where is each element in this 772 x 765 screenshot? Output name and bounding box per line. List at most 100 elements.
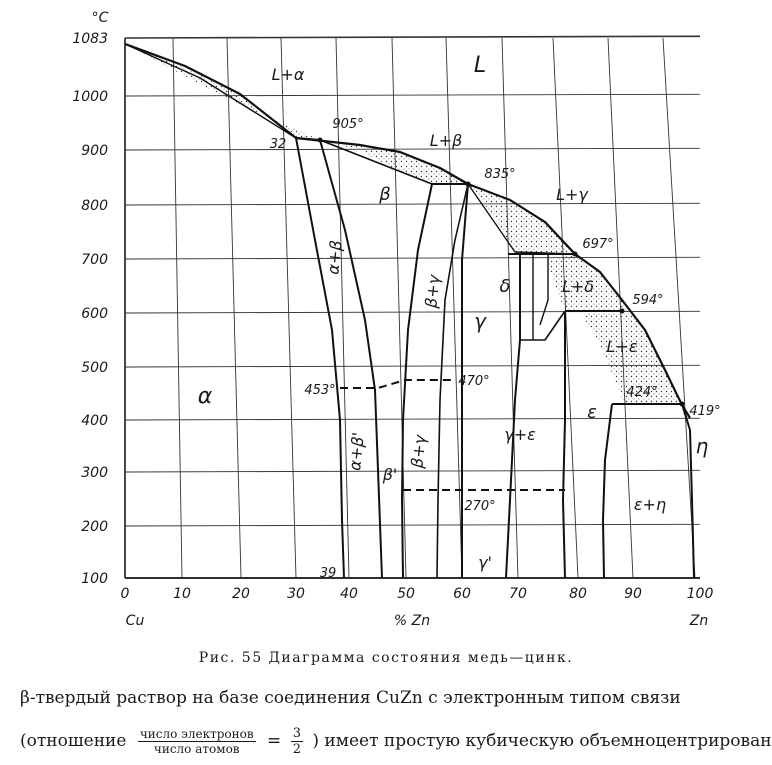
y-tick-label: 300 xyxy=(81,465,108,481)
grid-lines xyxy=(124,35,701,579)
y-tick-label: 400 xyxy=(81,413,108,429)
delta-eutectoid xyxy=(520,310,566,341)
fraction-numerator: число электронов xyxy=(137,727,256,742)
phase-labels: L L+α L+β L+γ L+δ L+ε α β γδ ε η α+β β+γ α+β' β+γ β' γ+ε… xyxy=(198,53,721,581)
y-tick-label: 1000 xyxy=(72,89,108,105)
temperature-label: 470° xyxy=(458,374,489,389)
cu-zn-phase-diagram: 100 200 300 400 500 600 700 800 900 1000 1083 0 10 20… xyxy=(72,10,721,629)
key-point xyxy=(572,251,578,257)
dotted-region xyxy=(468,184,575,254)
peritectic-905 xyxy=(295,137,321,141)
key-point xyxy=(317,137,323,143)
horizontal-grid-line xyxy=(124,364,701,368)
phase-label: ε+η xyxy=(634,495,666,514)
epsilon-right xyxy=(602,403,613,579)
key-point xyxy=(619,308,625,314)
y-tick-label: 100 xyxy=(81,571,108,587)
horizontal-grid-line xyxy=(124,469,701,473)
body-text-line-1: β-твердый раствор на базе соединения CuZ… xyxy=(20,688,681,708)
phase-label: L+β xyxy=(430,131,463,150)
horizontal-grid-line xyxy=(124,35,701,39)
vertical-grid-line xyxy=(335,37,350,579)
ratio-denominator: 2 xyxy=(292,742,301,757)
dotted-region xyxy=(582,300,682,405)
dotted-region xyxy=(320,140,468,184)
electron-ratio-fraction: число электронов число атомов xyxy=(137,727,256,756)
vertical-grid-line xyxy=(445,37,463,579)
x-tick-label: 40 xyxy=(340,586,358,602)
epsilon-left xyxy=(562,311,566,579)
x-tick-label: 20 xyxy=(232,586,250,602)
temperature-label: 32 xyxy=(270,137,287,152)
solidus-alpha xyxy=(124,43,297,139)
phase-boundary-curves xyxy=(124,42,695,579)
phase-label: L+γ xyxy=(556,185,589,204)
y-tick-label: 700 xyxy=(81,252,108,268)
phase-label: L+α xyxy=(272,65,305,84)
key-point xyxy=(465,181,471,187)
phase-label: α+β' xyxy=(345,431,368,471)
temperature-label: 424° xyxy=(626,385,657,400)
horizontal-grid-line xyxy=(124,202,701,206)
phase-label: β+γ xyxy=(421,272,444,309)
x-tick-label: 100 xyxy=(687,586,714,602)
temperature-label: 697° xyxy=(582,237,613,252)
horizontal-grid-line xyxy=(124,93,701,97)
dotted-region xyxy=(548,254,622,311)
three-halves-fraction: 3 2 xyxy=(290,726,303,757)
phase-label: β xyxy=(378,184,391,205)
two-phase-regions xyxy=(125,44,690,418)
beta-gamma-left xyxy=(436,183,469,579)
y-tick-label: 1083 xyxy=(72,31,108,47)
horizontal-grid-line xyxy=(124,417,701,421)
x-tick-label: 60 xyxy=(453,586,471,602)
alpha-solvus xyxy=(295,137,345,579)
x-tick-label: 10 xyxy=(173,586,191,602)
x-tick-label: 80 xyxy=(569,586,587,602)
phase-label: α xyxy=(198,384,213,409)
phase-label: L+δ xyxy=(562,277,594,296)
temperature-label: 594° xyxy=(632,293,663,308)
vertical-grid-line xyxy=(391,37,407,579)
fraction-denominator: число атомов xyxy=(153,742,240,756)
eta-left xyxy=(681,403,695,579)
delta-right xyxy=(539,254,549,326)
tick-labels: 100 200 300 400 500 600 700 800 900 1000 1083 0 10 20… xyxy=(72,10,713,629)
y-tick-label: 200 xyxy=(81,519,108,535)
horizontal-grid-line xyxy=(124,147,701,151)
liquidus-cu xyxy=(124,42,297,139)
temperature-label: 453° xyxy=(304,383,335,398)
alpha-beta-boundary xyxy=(319,139,383,579)
x-tick-label: 0 xyxy=(121,586,130,602)
body-text-close: ) имеет простую кубическую объемноцентри… xyxy=(312,731,772,751)
phase-label: δ xyxy=(499,276,510,297)
vertical-grid-line xyxy=(226,37,242,579)
ratio-numerator: 3 xyxy=(290,726,303,742)
x-tick-label: 30 xyxy=(287,586,305,602)
temperature-label: 835° xyxy=(484,167,515,182)
temperature-label: 39 xyxy=(320,566,337,581)
temperature-label: 905° xyxy=(332,117,363,132)
phase-label: L+ε xyxy=(607,337,638,356)
cu-label: Cu xyxy=(126,613,145,629)
x-tick-label: 50 xyxy=(397,586,415,602)
phase-label: L xyxy=(474,53,486,78)
phase-label: γ xyxy=(474,309,487,333)
y-tick-label: 500 xyxy=(81,360,108,376)
y-unit-label: °C xyxy=(92,10,109,26)
phase-label: β+γ xyxy=(407,432,430,469)
x-tick-label: 90 xyxy=(624,586,642,602)
liquidus-main xyxy=(295,136,691,419)
vertical-grid-line xyxy=(501,37,519,579)
zn-label: Zn xyxy=(689,613,708,629)
horizontal-grid-line xyxy=(124,523,701,527)
vertical-grid-line xyxy=(662,37,696,579)
temperature-label: 419° xyxy=(689,404,720,419)
phase-label: ε xyxy=(587,402,597,423)
x-tick-label: 70 xyxy=(509,586,527,602)
equals-sign: = xyxy=(267,731,282,751)
phase-label: γ' xyxy=(478,553,492,572)
gamma-left xyxy=(461,183,469,578)
gamma-right xyxy=(505,254,521,579)
phase-label: η xyxy=(696,434,709,458)
